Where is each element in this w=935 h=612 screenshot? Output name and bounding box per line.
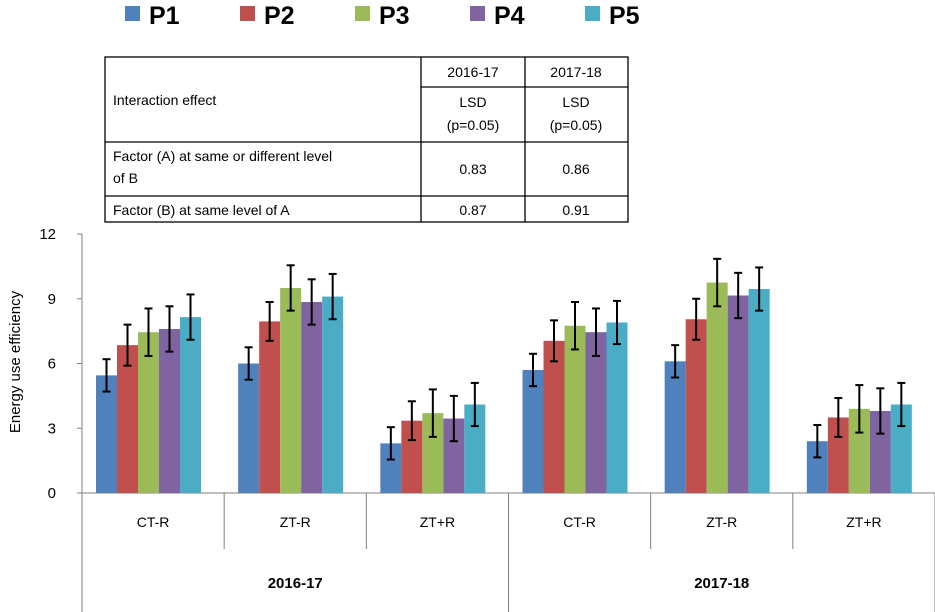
bar-p3-zt-r [422,413,444,493]
table-col2-lsd: LSD [562,94,589,110]
axes: 0 3 6 9 12 [39,226,935,612]
bar-p3-zt-r [280,287,302,493]
legend-swatch-p1 [125,6,140,21]
table-col1-p: (p=0.05) [447,117,500,133]
bar-p5-ct-r [606,322,628,493]
table-col1-year: 2016-17 [447,64,499,80]
legend: P1 P2 P3 P4 P5 [125,2,640,30]
bar-p4-zt-r [727,295,749,493]
bar-p2-zt-r [259,321,281,493]
bar-p4-ct-r [585,332,607,493]
legend-label-p2: P2 [264,2,295,30]
table-header-label: Interaction effect [113,92,216,108]
x-axis-labels: CT-R ZT-R ZT+R CT-R ZT-R ZT+R 2016-17 2017-18 [137,514,882,592]
bar-p3-zt-r [848,408,870,493]
table-row1-value1: 0.83 [459,161,486,177]
legend-swatch-p3 [355,6,370,21]
x-group-label-2017-18: 2017-18 [694,575,749,592]
y-tick-label: 6 [48,356,56,373]
bar-p2-zt-r [685,319,707,493]
legend-swatch-p4 [470,6,485,21]
x-category-label: ZT-R [280,514,311,530]
legend-swatch-p5 [585,6,600,21]
bar-p1-zt-r [806,441,828,493]
x-category-label: ZT-R [706,514,737,530]
y-tick-label: 9 [48,291,56,308]
bar-p1-zt-r [380,443,402,493]
bar-p2-zt-r [827,417,849,493]
legend-label-p5: P5 [609,2,640,30]
bar-p2-zt-r [401,420,423,493]
table-row1-label-line2: of B [113,170,138,186]
y-tick-label: 0 [48,485,56,502]
table-row2-label: Factor (B) at same level of A [113,202,290,218]
bar-p1-ct-r [522,369,544,493]
x-group-label-2016-17: 2016-17 [268,575,323,592]
y-tick-label: 3 [48,420,56,437]
lsd-table: Interaction effect 2016-17 2017-18 LSD (… [104,56,629,223]
table-col2-year: 2017-18 [550,64,602,80]
table-row1-label-line1: Factor (A) at same or different level [113,148,332,164]
table-row1-value2: 0.86 [562,161,589,177]
table-col1-lsd: LSD [459,94,486,110]
bar-p1-zt-r [238,363,260,493]
x-category-label: CT-R [563,514,596,530]
bar-p4-ct-r [159,328,180,493]
legend-swatch-p2 [240,6,255,21]
y-tick-label: 12 [39,226,56,243]
bar-p3-zt-r [706,282,728,493]
bar-p4-zt-r [869,410,891,493]
bar-p3-ct-r [564,325,586,493]
legend-label-p4: P4 [494,2,525,30]
bar-p1-zt-r [664,361,686,493]
bar-p4-zt-r [443,418,465,493]
bar-p4-zt-r [301,301,323,493]
bar-p5-zt-r [890,404,912,493]
legend-label-p1: P1 [149,2,180,30]
table-row2-value1: 0.87 [459,202,486,218]
x-category-label: CT-R [137,514,170,530]
bar-p2-ct-r [543,340,565,493]
bar-p5-zt-r [748,289,770,493]
table-row2-value2: 0.91 [562,202,589,218]
y-axis-label: Energy use efficiency [7,290,24,433]
legend-label-p3: P3 [379,2,410,30]
bars [96,257,912,493]
bar-p5-zt-r [464,404,486,493]
x-category-label: ZT+R [846,514,881,530]
x-category-label: ZT+R [420,514,455,530]
bar-p1-ct-r [96,375,117,493]
bar-p5-ct-r [180,317,201,493]
bar-p3-ct-r [138,332,159,493]
bar-p2-ct-r [117,345,138,493]
table-col2-p: (p=0.05) [550,117,603,133]
bar-p5-zt-r [322,296,344,493]
